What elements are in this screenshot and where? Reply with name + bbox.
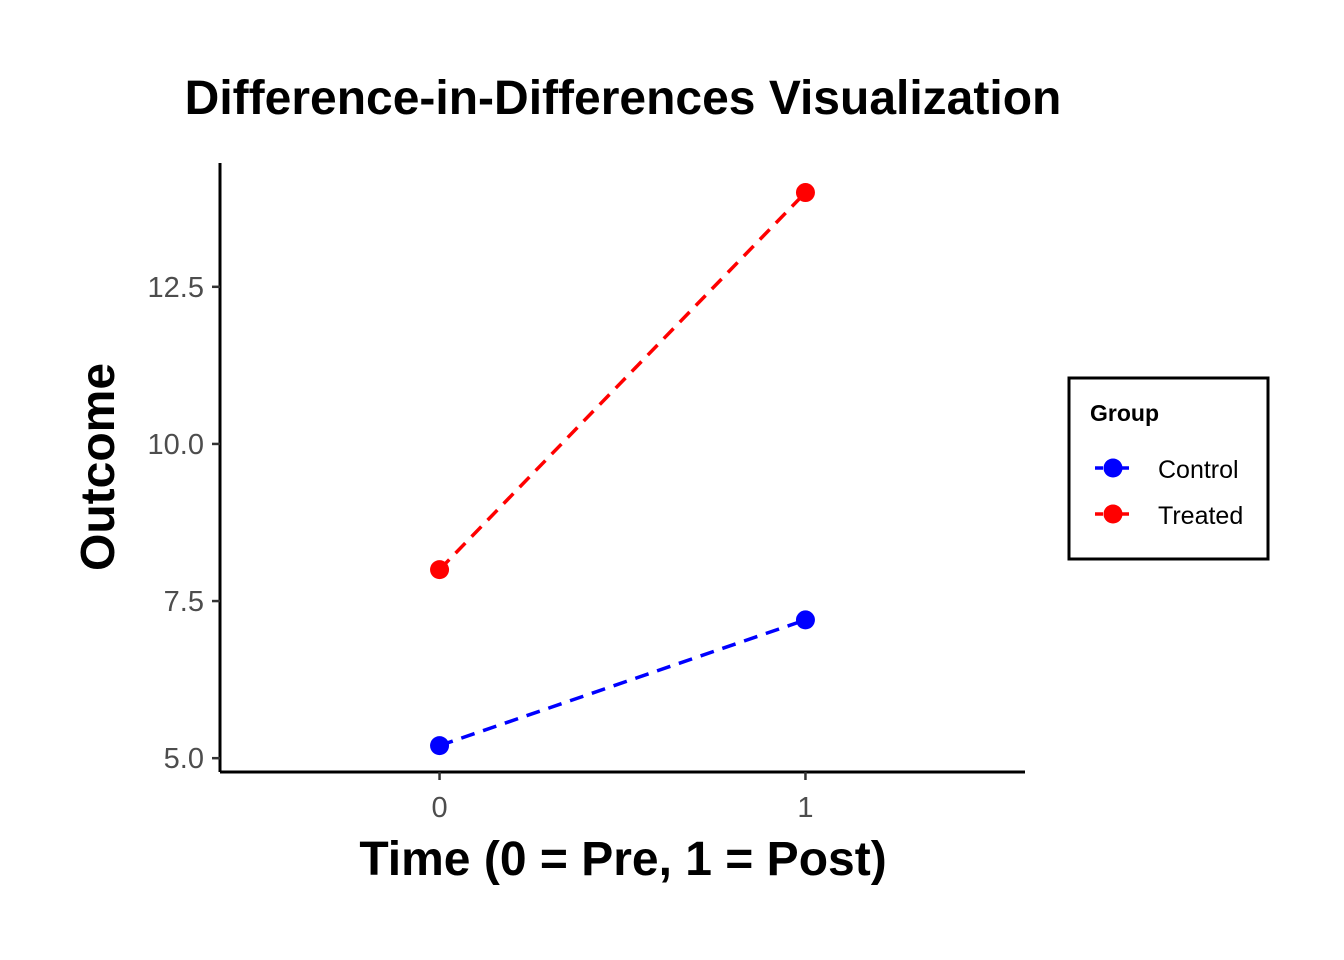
y-axis-title: Outcome xyxy=(72,363,125,571)
axes: 5.0 7.5 10.0 12.5 0 1 xyxy=(148,163,1025,824)
legend-label: Control xyxy=(1158,456,1239,484)
x-tick-label: 1 xyxy=(797,792,813,824)
y-tick-label: 12.5 xyxy=(148,272,204,304)
x-tick-label: 0 xyxy=(431,792,447,824)
legend-key-marker xyxy=(1103,458,1123,478)
y-tick-label: 5.0 xyxy=(164,743,204,775)
legend-label: Treated xyxy=(1158,502,1243,530)
data-point-control xyxy=(795,610,815,630)
data-point-treated xyxy=(795,183,815,203)
legend: Group Control Treated xyxy=(1067,376,1270,561)
chart-title: Difference-in-Differences Visualization xyxy=(185,72,1062,125)
data-point-control xyxy=(430,736,450,756)
y-tick-label: 10.0 xyxy=(148,429,204,461)
y-tick-label: 7.5 xyxy=(164,586,204,618)
legend-key-marker xyxy=(1103,504,1123,524)
series-line-treated xyxy=(438,191,807,571)
series-layer xyxy=(430,183,815,756)
x-axis-title: Time (0 = Pre, 1 = Post) xyxy=(359,833,886,886)
legend-title: Group xyxy=(1090,400,1159,426)
data-point-treated xyxy=(430,560,450,580)
series-line-control xyxy=(438,618,807,748)
